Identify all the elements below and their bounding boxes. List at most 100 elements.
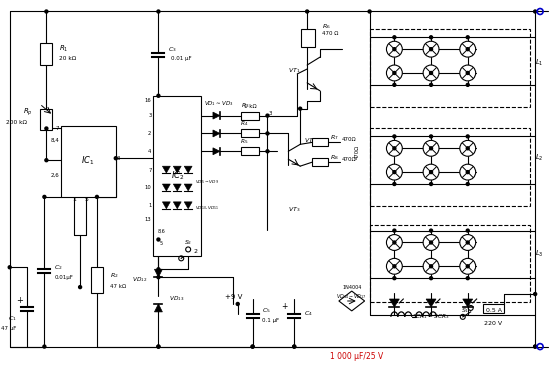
Circle shape [266,132,269,135]
Circle shape [387,235,402,251]
Text: $R_p$: $R_p$ [23,107,33,118]
Polygon shape [184,202,192,209]
Text: 1 kΩ: 1 kΩ [244,104,257,109]
Polygon shape [173,166,181,173]
Text: $R_8$: $R_8$ [330,153,339,162]
Text: $R_1$: $R_1$ [59,44,69,54]
Text: 3: 3 [269,111,272,116]
Text: 0.1 μF: 0.1 μF [262,318,279,323]
Text: 5: 5 [84,197,88,202]
Text: $VD_1{\sim}VD_3$: $VD_1{\sim}VD_3$ [204,99,233,108]
Circle shape [460,235,476,251]
Text: $VT_1$: $VT_1$ [288,66,300,75]
Circle shape [236,303,239,306]
Circle shape [430,170,432,173]
Circle shape [387,65,402,81]
Circle shape [393,277,396,280]
Text: 0.5 A: 0.5 A [486,308,502,313]
Circle shape [299,107,302,110]
Bar [91,267,103,293]
Polygon shape [184,166,192,173]
Circle shape [466,229,469,232]
Circle shape [157,345,160,348]
Circle shape [387,41,402,57]
Circle shape [8,266,11,269]
Circle shape [45,127,48,130]
Bar [369,225,530,302]
Polygon shape [213,112,220,119]
Circle shape [460,258,476,274]
Circle shape [534,293,536,296]
Circle shape [466,72,469,75]
Circle shape [423,41,439,57]
Text: 47 kΩ: 47 kΩ [110,284,126,289]
Circle shape [157,345,160,348]
Circle shape [387,164,402,180]
Bar [61,125,116,197]
Circle shape [251,345,254,348]
Circle shape [393,36,396,39]
Polygon shape [173,184,181,191]
Circle shape [430,147,432,150]
Text: 0.01 μF: 0.01 μF [171,56,192,61]
Text: 7: 7 [56,126,59,131]
Circle shape [430,183,432,186]
Circle shape [43,345,46,348]
Text: $L_2$: $L_2$ [535,153,544,163]
Text: 13: 13 [145,217,152,222]
Circle shape [534,345,536,348]
Circle shape [306,10,309,13]
Circle shape [423,65,439,81]
Circle shape [79,286,82,289]
Polygon shape [163,184,170,191]
Circle shape [293,345,296,348]
Text: $VT_3$: $VT_3$ [288,205,300,214]
Text: 5: 5 [160,241,163,246]
Text: $C_4$: $C_4$ [304,310,313,318]
Bar [40,108,53,131]
Polygon shape [163,166,170,173]
Circle shape [393,170,396,173]
Text: $VD_{10},VD_{11}$: $VD_{10},VD_{11}$ [195,204,220,211]
Polygon shape [154,269,163,277]
Text: +: + [281,303,288,311]
Circle shape [266,114,269,117]
Circle shape [466,135,469,138]
Circle shape [393,147,396,150]
Text: 1: 1 [72,197,76,202]
Text: 3: 3 [117,156,121,161]
Text: 1N4004: 1N4004 [342,284,362,290]
Text: $VD_{12}$: $VD_{12}$ [132,275,148,284]
Circle shape [423,140,439,156]
Text: $VD_{13}$: $VD_{13}$ [169,294,185,303]
Text: 2: 2 [148,131,152,136]
Bar [312,138,328,146]
Text: 8,4: 8,4 [50,138,59,143]
Bar [241,112,259,120]
Polygon shape [389,299,399,307]
Text: $IC_1$: $IC_1$ [81,155,95,168]
Circle shape [43,196,46,199]
Text: 200 kΩ: 200 kΩ [6,120,27,125]
Bar [40,43,53,65]
Circle shape [114,157,117,160]
Bar [301,30,315,47]
Circle shape [423,164,439,180]
Text: $R_2$: $R_2$ [110,271,118,280]
Text: $R_5$: $R_5$ [241,137,249,146]
Text: 20 kΩ: 20 kΩ [59,56,76,61]
Text: $SCR_1{\sim}SCR_3$: $SCR_1{\sim}SCR_3$ [412,313,450,321]
Circle shape [393,265,396,268]
Text: 3: 3 [148,113,152,118]
Circle shape [466,277,469,280]
Circle shape [157,94,160,97]
Circle shape [466,183,469,186]
Circle shape [387,140,402,156]
Circle shape [157,276,160,279]
Text: 10: 10 [145,186,152,190]
Circle shape [466,83,469,86]
Circle shape [430,36,432,39]
Circle shape [393,241,396,244]
Text: 2,6: 2,6 [50,173,59,177]
Text: 1 000 μF/25 V: 1 000 μF/25 V [330,352,383,361]
